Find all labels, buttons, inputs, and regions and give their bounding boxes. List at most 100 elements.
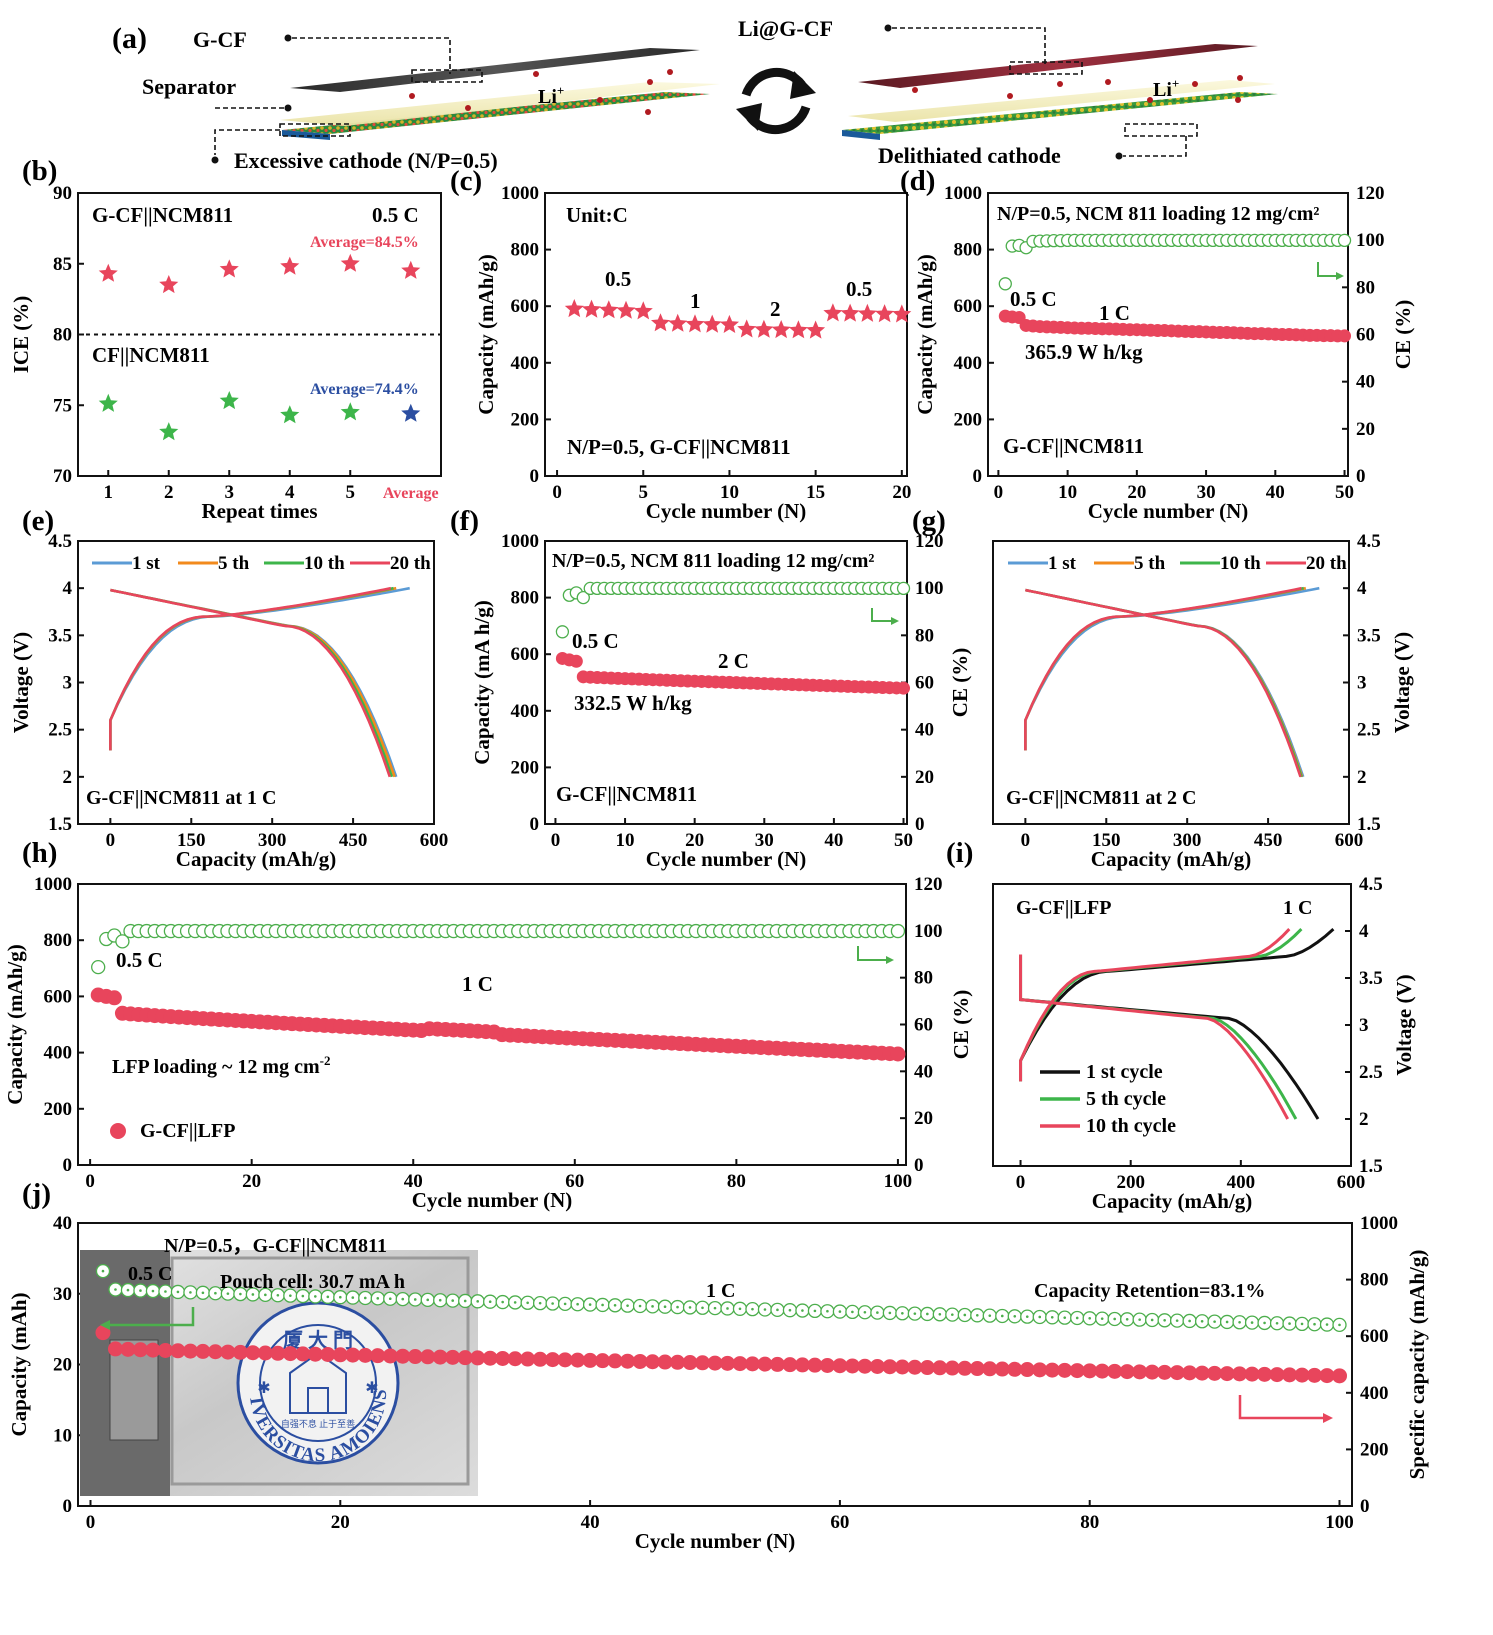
rate-label: 2 [770, 297, 781, 321]
specific-capacity-point-dot [326, 1295, 330, 1299]
legend-label: 1 st [1048, 553, 1077, 574]
capacity-point [182, 1343, 198, 1359]
label-excessive-cathode: Excessive cathode (N/P=0.5) [234, 148, 498, 173]
x-tick-label: 150 [1092, 830, 1121, 851]
capacity-point [457, 1350, 473, 1366]
cathode-edge [282, 130, 330, 140]
capacity-point [744, 1356, 760, 1372]
specific-capacity-point-dot [688, 1306, 692, 1309]
y2-tick-label: 20 [914, 1108, 933, 1129]
capacity-point [470, 1350, 486, 1366]
x-tick-label: 20 [1127, 482, 1146, 503]
logo-star: ✱ [257, 1380, 270, 1397]
x-tick-label: 60 [565, 1171, 584, 1192]
y2-tick-label: 0 [1360, 1496, 1370, 1517]
y2-tick-label: 4.5 [1359, 874, 1383, 895]
capacity-point [1082, 1363, 1098, 1379]
capacity-point [582, 1352, 598, 1368]
y-tick-label: 1000 [34, 874, 72, 895]
x-tick-label: 0 [1021, 830, 1031, 851]
rate-label: 0.5 C [1010, 287, 1057, 311]
ce-axis-arrowhead [1336, 272, 1344, 280]
data-point-star [401, 403, 421, 422]
li-ion-label-right: Li+ [1153, 76, 1179, 101]
y2-axis-title: Voltage (V) [1392, 974, 1416, 1075]
rate-label: 1 C [1283, 897, 1312, 919]
capacity-point [807, 1357, 823, 1373]
y-tick-label: 1000 [944, 183, 982, 204]
data-point-star [823, 303, 843, 322]
x-axis-title: Cycle number (N) [646, 499, 807, 523]
specific-capacity-point-dot [488, 1300, 492, 1303]
capacity-point [1294, 1367, 1310, 1383]
y-tick-label: 3.5 [48, 625, 72, 646]
capacity-point [220, 1344, 236, 1360]
specific-capacity-point-dot [451, 1299, 455, 1302]
specific-capacity-point-dot [214, 1291, 217, 1295]
capacity-point [420, 1349, 436, 1365]
y2-tick-label: 1.5 [1359, 1156, 1383, 1177]
data-point-star [599, 300, 619, 319]
specific-capacity-point-dot [801, 1309, 804, 1312]
y2-tick-label: 0 [1356, 466, 1366, 487]
y-tick-label: 0 [63, 1496, 73, 1517]
x-tick-label: 50 [894, 830, 913, 851]
energy-density-label: 332.5 W h/kg [574, 691, 692, 715]
data-point-star [159, 275, 179, 294]
x-axis-title: Capacity (mAh/g) [1091, 847, 1251, 871]
capacity-point [1094, 1363, 1110, 1379]
right-cell-illustration: Li+ Li@G-CF Delithiated cathode [738, 16, 1278, 168]
capacity-point [432, 1349, 448, 1365]
data-point-star [98, 263, 118, 282]
capacity-point [1282, 1367, 1298, 1383]
specific-capacity-point-dot [114, 1288, 117, 1291]
capacity-point [445, 1349, 461, 1365]
y2-tick-label: 80 [1356, 277, 1375, 298]
specific-capacity-point-dot [264, 1293, 267, 1297]
data-point-star [719, 314, 739, 333]
y-tick-label: 10 [53, 1425, 72, 1446]
specific-capacity-point-dot [538, 1301, 542, 1305]
specific-capacity-point-dot [1113, 1317, 1116, 1321]
capacity-point [1244, 1366, 1260, 1382]
x-tick-label: 600 [1335, 830, 1364, 851]
capacity-point [1019, 1362, 1035, 1378]
y-axis-title: Capacity (mAh/g) [474, 254, 498, 414]
y2-tick-label: 2.5 [1357, 720, 1381, 741]
chart-h: 0 20 40 60 80 1000200400600800100002040608010… [3, 837, 973, 1212]
data-point-star [771, 320, 791, 339]
capacity-point [620, 1353, 636, 1369]
y-tick-label: 400 [44, 1043, 73, 1064]
specific-capacity-point-dot [1325, 1323, 1329, 1326]
pouch-cell-seal [170, 1256, 470, 1486]
data-point-star [633, 301, 653, 320]
x-tick-label: 40 [581, 1512, 600, 1533]
y2-tick-label: 4.5 [1357, 531, 1381, 552]
panel-label-a: (a) [112, 22, 147, 55]
y2-tick-label: 0 [915, 814, 925, 835]
specific-capacity-point-dot [1213, 1320, 1216, 1323]
y2-tick-label: 60 [914, 1015, 933, 1036]
y-tick-label: 1.5 [48, 814, 72, 835]
x-tick-label: 1 [104, 482, 114, 503]
x-tick-label: 30 [1197, 482, 1216, 503]
discharge-curve [1019, 954, 1290, 1120]
x-tick-label: 40 [824, 830, 843, 851]
cell-label: G-CF||NCM811 at 2 C [1006, 787, 1196, 809]
specific-capacity-point-dot [376, 1297, 380, 1300]
label-delithiated-cathode: Delithiated cathode [878, 143, 1061, 168]
x-tick-label: 60 [830, 1512, 849, 1533]
data-point-star [806, 320, 826, 339]
capacity-point [1107, 1363, 1123, 1379]
y-tick-label: 800 [44, 930, 73, 951]
x-tick-label: 600 [1337, 1172, 1366, 1193]
data-point-star [280, 256, 300, 275]
cell-label: G-CF||NCM811 at 1 C [86, 787, 276, 809]
capacity-point [1332, 1368, 1348, 1384]
chart-f: 0 10 20 30 40 5002004006008001000020406080100… [450, 505, 972, 871]
y2-tick-label: 80 [914, 968, 933, 989]
y-tick-label: 75 [53, 395, 72, 416]
capacity-point [1269, 1367, 1285, 1383]
specific-capacity-point-dot [1238, 1320, 1241, 1324]
capacity-point [382, 1348, 398, 1364]
